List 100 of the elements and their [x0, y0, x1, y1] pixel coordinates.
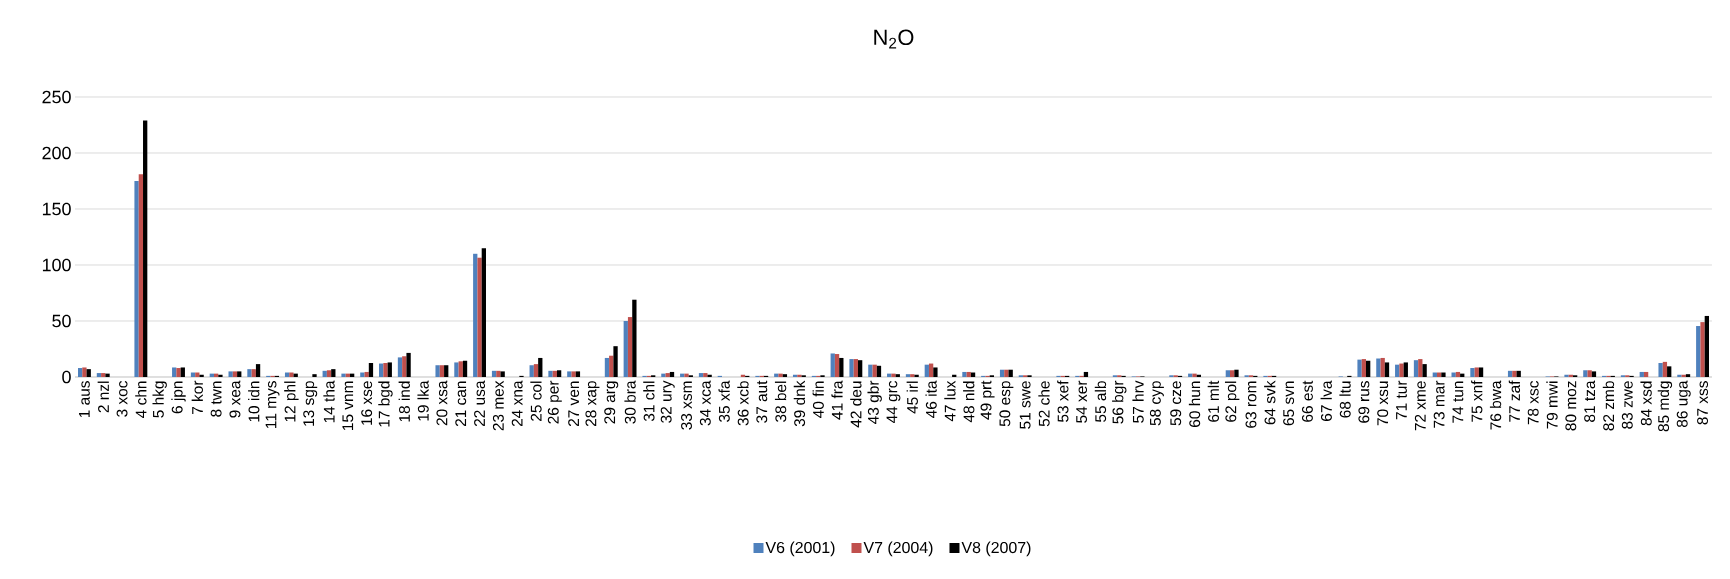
- x-tick-label: 43 gbr: [867, 380, 882, 424]
- x-tick-label: 72 xme: [1414, 381, 1426, 431]
- bar: [853, 359, 858, 377]
- bar: [255, 364, 261, 377]
- bar: [933, 367, 938, 377]
- bar: [665, 373, 670, 377]
- bar: [172, 367, 177, 377]
- x-tick-label: 27 ven: [568, 381, 580, 427]
- x-tick-label: 64 svk: [1264, 380, 1276, 425]
- bar: [1366, 360, 1371, 377]
- x-tick-label: 8 twn: [210, 381, 222, 417]
- y-tick-label: 150: [42, 202, 71, 216]
- x-tick-label: 56 bgr: [1112, 380, 1127, 424]
- x-tick-label: 12 phl: [284, 381, 299, 422]
- x-tick-label: 10 idn: [248, 381, 260, 422]
- y-tick-label: 100: [42, 258, 71, 272]
- bar: [1685, 374, 1691, 377]
- bar: [830, 353, 835, 377]
- bar: [199, 374, 204, 377]
- x-tick-label: 34 xca: [699, 380, 711, 426]
- x-tick-label: 78 xsc: [1527, 380, 1539, 425]
- bar: [462, 360, 468, 377]
- bar: [1230, 370, 1235, 377]
- bar: [552, 370, 557, 377]
- bar: [1662, 361, 1668, 377]
- bar: [368, 362, 374, 377]
- bar: [228, 371, 233, 377]
- x-tick-label: 54 xer: [1076, 380, 1088, 423]
- x-tick-label: 53 xef: [1057, 380, 1069, 422]
- bar: [632, 299, 637, 377]
- bar: [496, 370, 501, 377]
- bar: [105, 373, 110, 377]
- bar: [1361, 359, 1367, 377]
- x-tick-label: 67 lva: [1320, 380, 1332, 421]
- y-tick-label: 200: [42, 146, 71, 160]
- bar: [1451, 372, 1456, 377]
- x-tick-label: 7 kor: [191, 380, 203, 415]
- bar: [1474, 367, 1479, 377]
- bar: [1587, 370, 1592, 377]
- x-tick-label: 20 xsa: [436, 380, 448, 426]
- x-tick-label: 33 xsm: [681, 381, 692, 430]
- x-tick-label: 75 xnf: [1471, 380, 1483, 422]
- legend-label: V6 (2001): [765, 541, 835, 557]
- x-tick-label: 63 rom: [1245, 381, 1257, 428]
- x-tick-label: 38 bel: [774, 381, 787, 422]
- bar: [387, 362, 392, 377]
- x-tick-label: 83 zwe: [1621, 381, 1633, 429]
- bar: [1234, 369, 1239, 377]
- bar: [604, 357, 610, 377]
- bar: [538, 357, 543, 377]
- x-tick-label: 71 tur: [1396, 380, 1407, 420]
- x-tick-label: 86 uga: [1676, 380, 1691, 428]
- bar: [1658, 362, 1663, 377]
- bar: [872, 364, 877, 377]
- bar: [82, 367, 87, 377]
- bar: [247, 369, 252, 377]
- bar: [402, 356, 407, 377]
- bar: [312, 374, 317, 377]
- legend-label: V8 (2007): [961, 541, 1031, 557]
- bar: [999, 369, 1005, 377]
- bar: [439, 365, 445, 377]
- bar: [797, 374, 802, 377]
- x-tick-label: 46 ita: [925, 380, 937, 418]
- x-tick-label: 81 tza: [1584, 380, 1596, 422]
- bar: [379, 363, 384, 377]
- bar: [1512, 370, 1517, 377]
- bar: [567, 371, 572, 377]
- bar: [458, 361, 463, 377]
- x-tick-label: 37 aut: [756, 380, 768, 423]
- bar: [218, 374, 223, 377]
- x-tick-label: 42 deu: [850, 381, 862, 428]
- bar: [703, 373, 708, 377]
- bar: [397, 357, 403, 377]
- bar: [928, 363, 934, 377]
- bar: [360, 372, 365, 377]
- bar: [1696, 326, 1701, 377]
- x-tick-label: 57 hrv: [1132, 380, 1144, 423]
- bar: [684, 373, 689, 377]
- bar: [1516, 370, 1521, 377]
- x-tick-label: 6 jpn: [171, 381, 186, 414]
- bar: [849, 359, 854, 377]
- bar: [383, 362, 388, 377]
- bar: [891, 373, 896, 377]
- bar: [571, 371, 576, 377]
- x-tick-label: 14 tha: [323, 380, 335, 423]
- bar: [627, 317, 633, 377]
- bar: [529, 365, 534, 377]
- x-tick-label: 4 chn: [135, 381, 147, 418]
- bar: [914, 374, 919, 377]
- bar: [232, 371, 238, 377]
- bar: [1441, 372, 1446, 377]
- y-tick-label: 250: [42, 90, 71, 104]
- x-tick-label: 22 usa: [474, 380, 486, 427]
- bar: [609, 355, 614, 377]
- x-tick-label: 26 per: [547, 380, 562, 424]
- x-tick-label: 45 irl: [906, 381, 918, 414]
- bar: [176, 368, 181, 377]
- bar: [556, 370, 562, 377]
- x-tick-label: 9 xea: [229, 380, 241, 418]
- bar: [1639, 371, 1644, 377]
